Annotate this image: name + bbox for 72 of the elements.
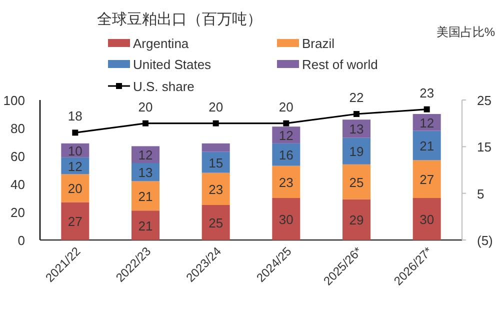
data-label: 21 — [420, 138, 434, 154]
bar — [342, 164, 370, 200]
bar — [132, 181, 160, 211]
data-label: 18 — [68, 108, 82, 124]
data-label: 30 — [278, 212, 294, 227]
y2-tick-label: 25 — [477, 93, 492, 108]
data-label: 19 — [349, 144, 364, 160]
data-label: 13 — [349, 122, 364, 137]
legend-label: United States — [133, 57, 212, 72]
data-label: 20 — [208, 99, 224, 114]
bar — [342, 199, 370, 240]
legend-label: Argentina — [133, 36, 190, 51]
bar — [202, 205, 230, 240]
data-label: 12 — [420, 115, 434, 130]
data-label: 16 — [278, 148, 294, 163]
bar — [412, 198, 441, 240]
data-label: 12 — [138, 148, 153, 163]
point — [283, 120, 290, 126]
bar — [272, 143, 300, 166]
bar — [61, 202, 90, 240]
y-tick-label: 20 — [10, 205, 25, 220]
data-label: 10 — [68, 143, 82, 158]
data-label: 23 — [208, 182, 224, 197]
data-label: 30 — [420, 212, 434, 227]
bar — [202, 143, 230, 152]
bar — [272, 198, 300, 240]
bar — [61, 174, 90, 202]
point — [142, 120, 148, 126]
y-tick-label: 40 — [10, 177, 25, 192]
data-label: 21 — [138, 218, 153, 234]
bar — [202, 172, 230, 205]
bar — [272, 126, 300, 144]
y2-tick-label: 5 — [477, 186, 484, 202]
data-label: 20 — [138, 99, 153, 114]
legend-label: Rest of world — [302, 57, 378, 72]
bar — [342, 120, 370, 138]
data-label: 13 — [138, 165, 153, 180]
data-label: 12 — [278, 128, 294, 143]
y-tick-label: 60 — [10, 149, 25, 164]
bar — [412, 160, 441, 198]
data-label: 12 — [68, 158, 82, 174]
y-tick-label: 0 — [18, 233, 25, 248]
bar — [132, 210, 160, 240]
data-label: 20 — [278, 99, 294, 114]
data-label: 23 — [420, 85, 434, 100]
data-label: 27 — [420, 172, 434, 188]
y-tick-label: 80 — [10, 121, 25, 136]
legend-label: U.S. share — [133, 79, 194, 94]
bar — [342, 138, 370, 164]
data-label: 29 — [349, 212, 364, 228]
point — [212, 120, 219, 126]
bar — [412, 130, 441, 160]
data-label: 20 — [68, 181, 82, 196]
data-label: 15 — [208, 155, 224, 170]
bar — [272, 166, 300, 198]
bar — [202, 152, 230, 173]
point — [424, 106, 430, 112]
y-tick-label: 100 — [3, 93, 25, 108]
data-label: 22 — [349, 90, 364, 105]
y2-tick-label: 15 — [477, 140, 492, 155]
data-label: 23 — [278, 174, 294, 190]
data-label: 21 — [138, 188, 153, 204]
y2-axis-title: 美国占比% — [436, 25, 496, 39]
chart-title: 全球豆粕出口（百万吨） — [97, 11, 262, 28]
data-label: 27 — [68, 214, 82, 230]
y2-tick-label: (5) — [477, 233, 493, 248]
point — [354, 111, 360, 117]
bar — [132, 146, 160, 163]
data-label: 25 — [208, 216, 224, 230]
legend-label: Brazil — [302, 36, 335, 51]
point — [72, 130, 78, 136]
data-label: 25 — [349, 174, 364, 190]
